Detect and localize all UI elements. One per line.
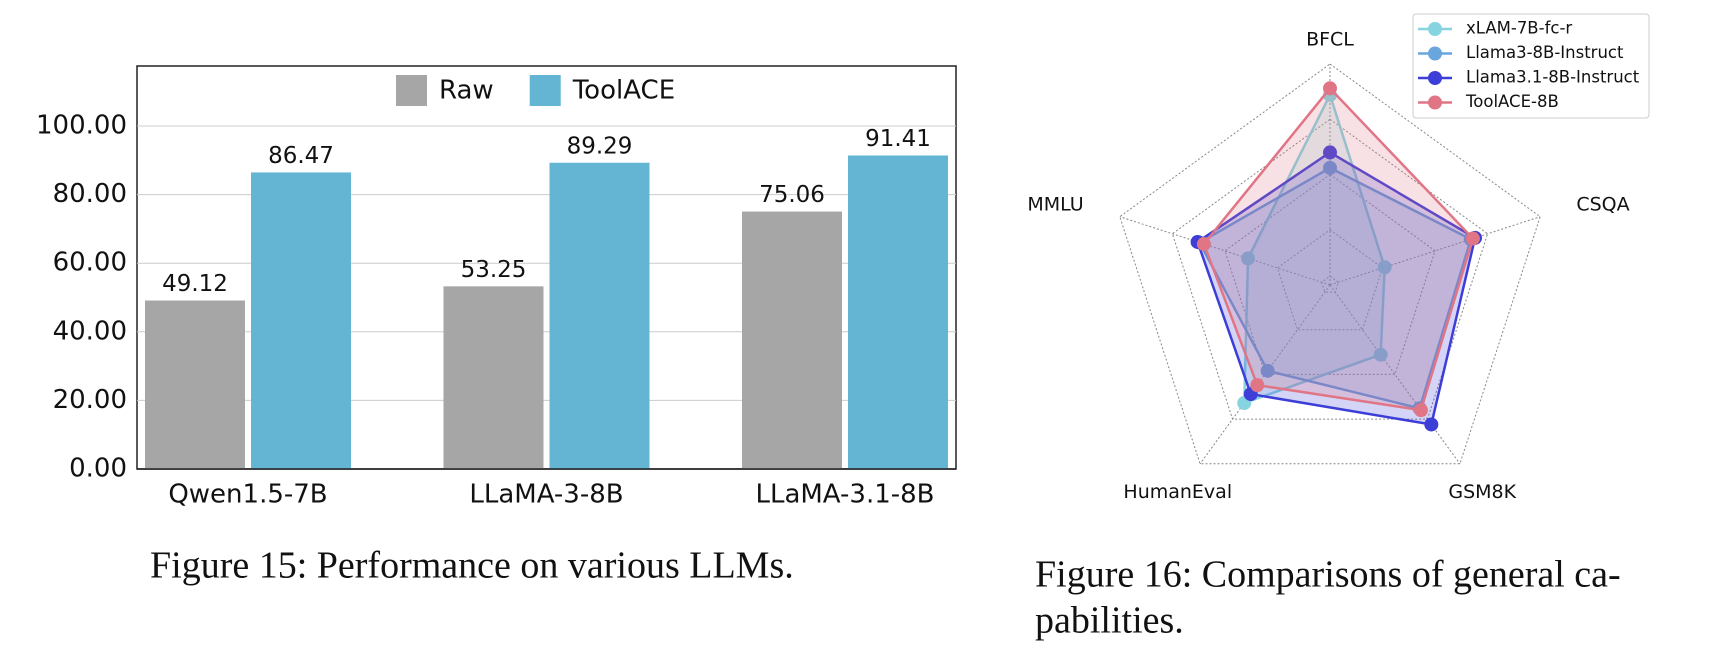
axis-label: CSQA (1576, 193, 1629, 215)
value-label: 86.47 (268, 143, 334, 169)
y-tick-label: 20.00 (53, 385, 127, 415)
radar-point (1323, 145, 1337, 160)
axis-label: BFCL (1306, 29, 1354, 51)
caption: pabilities. (1035, 600, 1184, 642)
legend-label: Raw (439, 76, 494, 106)
radar-point (1323, 81, 1337, 96)
legend-marker (1428, 46, 1442, 61)
legend-label: Llama3.1-8B-Instruct (1466, 68, 1640, 87)
x-tick-label: LLaMA-3.1-8B (755, 480, 934, 510)
axis-label: GSM8K (1448, 481, 1516, 503)
grid-ring (1321, 275, 1339, 293)
grid-ring (1119, 63, 1541, 465)
spoke (1329, 284, 1461, 465)
radar-point (1413, 403, 1428, 418)
value-label: 91.41 (865, 126, 931, 152)
legend-box (1412, 13, 1650, 119)
radar-point (1323, 160, 1337, 175)
value-label: 49.12 (162, 271, 228, 297)
y-tick-label: 80.00 (53, 179, 127, 209)
radar-area (1196, 150, 1477, 426)
radar-point (1196, 237, 1211, 252)
legend-swatch (529, 75, 561, 106)
radar-area (1198, 166, 1473, 410)
radar-point (1373, 347, 1388, 362)
radar-point (1424, 417, 1439, 432)
axis-label: MMLU (1027, 193, 1083, 215)
y-tick-label: 40.00 (53, 316, 127, 346)
legend-label: ToolACE (572, 76, 675, 106)
legend-swatch (396, 75, 427, 106)
caption: Figure 15: Performance on various LLMs. (150, 545, 794, 587)
y-tick-label: 100.00 (36, 111, 127, 141)
spoke (1199, 284, 1331, 465)
radar-point (1377, 260, 1392, 275)
value-label: 89.29 (567, 133, 633, 159)
legend-label: Llama3-8B-Instruct (1466, 43, 1624, 62)
y-tick-label: 0.00 (69, 454, 127, 484)
bar (251, 172, 351, 469)
x-tick-label: LLaMA-3-8B (469, 480, 623, 510)
bar (549, 162, 650, 469)
spoke (1119, 216, 1331, 286)
legend-marker (1428, 22, 1442, 36)
axis-label: HumanEval (1123, 481, 1232, 503)
legend-marker (1428, 95, 1442, 110)
radar-point (1250, 378, 1265, 393)
bar (848, 155, 948, 469)
bar (145, 300, 245, 469)
radar-area (1242, 91, 1386, 405)
y-tick-label: 60.00 (53, 248, 127, 278)
radar-point (1260, 363, 1275, 378)
value-label: 75.06 (759, 182, 825, 208)
caption: Figure 16: Comparisons of general ca- (1035, 554, 1621, 596)
bar (742, 211, 842, 469)
radar-point (1241, 251, 1256, 266)
legend-marker (1428, 71, 1442, 85)
legend-label: ToolACE-8B (1465, 92, 1559, 111)
value-label: 53.25 (461, 257, 527, 283)
x-tick-label: Qwen1.5-7B (168, 480, 327, 510)
spoke (1329, 216, 1541, 286)
radar-area (1202, 86, 1475, 412)
radar-point (1465, 231, 1480, 246)
legend-label: xLAM-7B-fc-r (1466, 19, 1572, 38)
bar (443, 286, 544, 469)
grid-ring (1224, 173, 1436, 375)
